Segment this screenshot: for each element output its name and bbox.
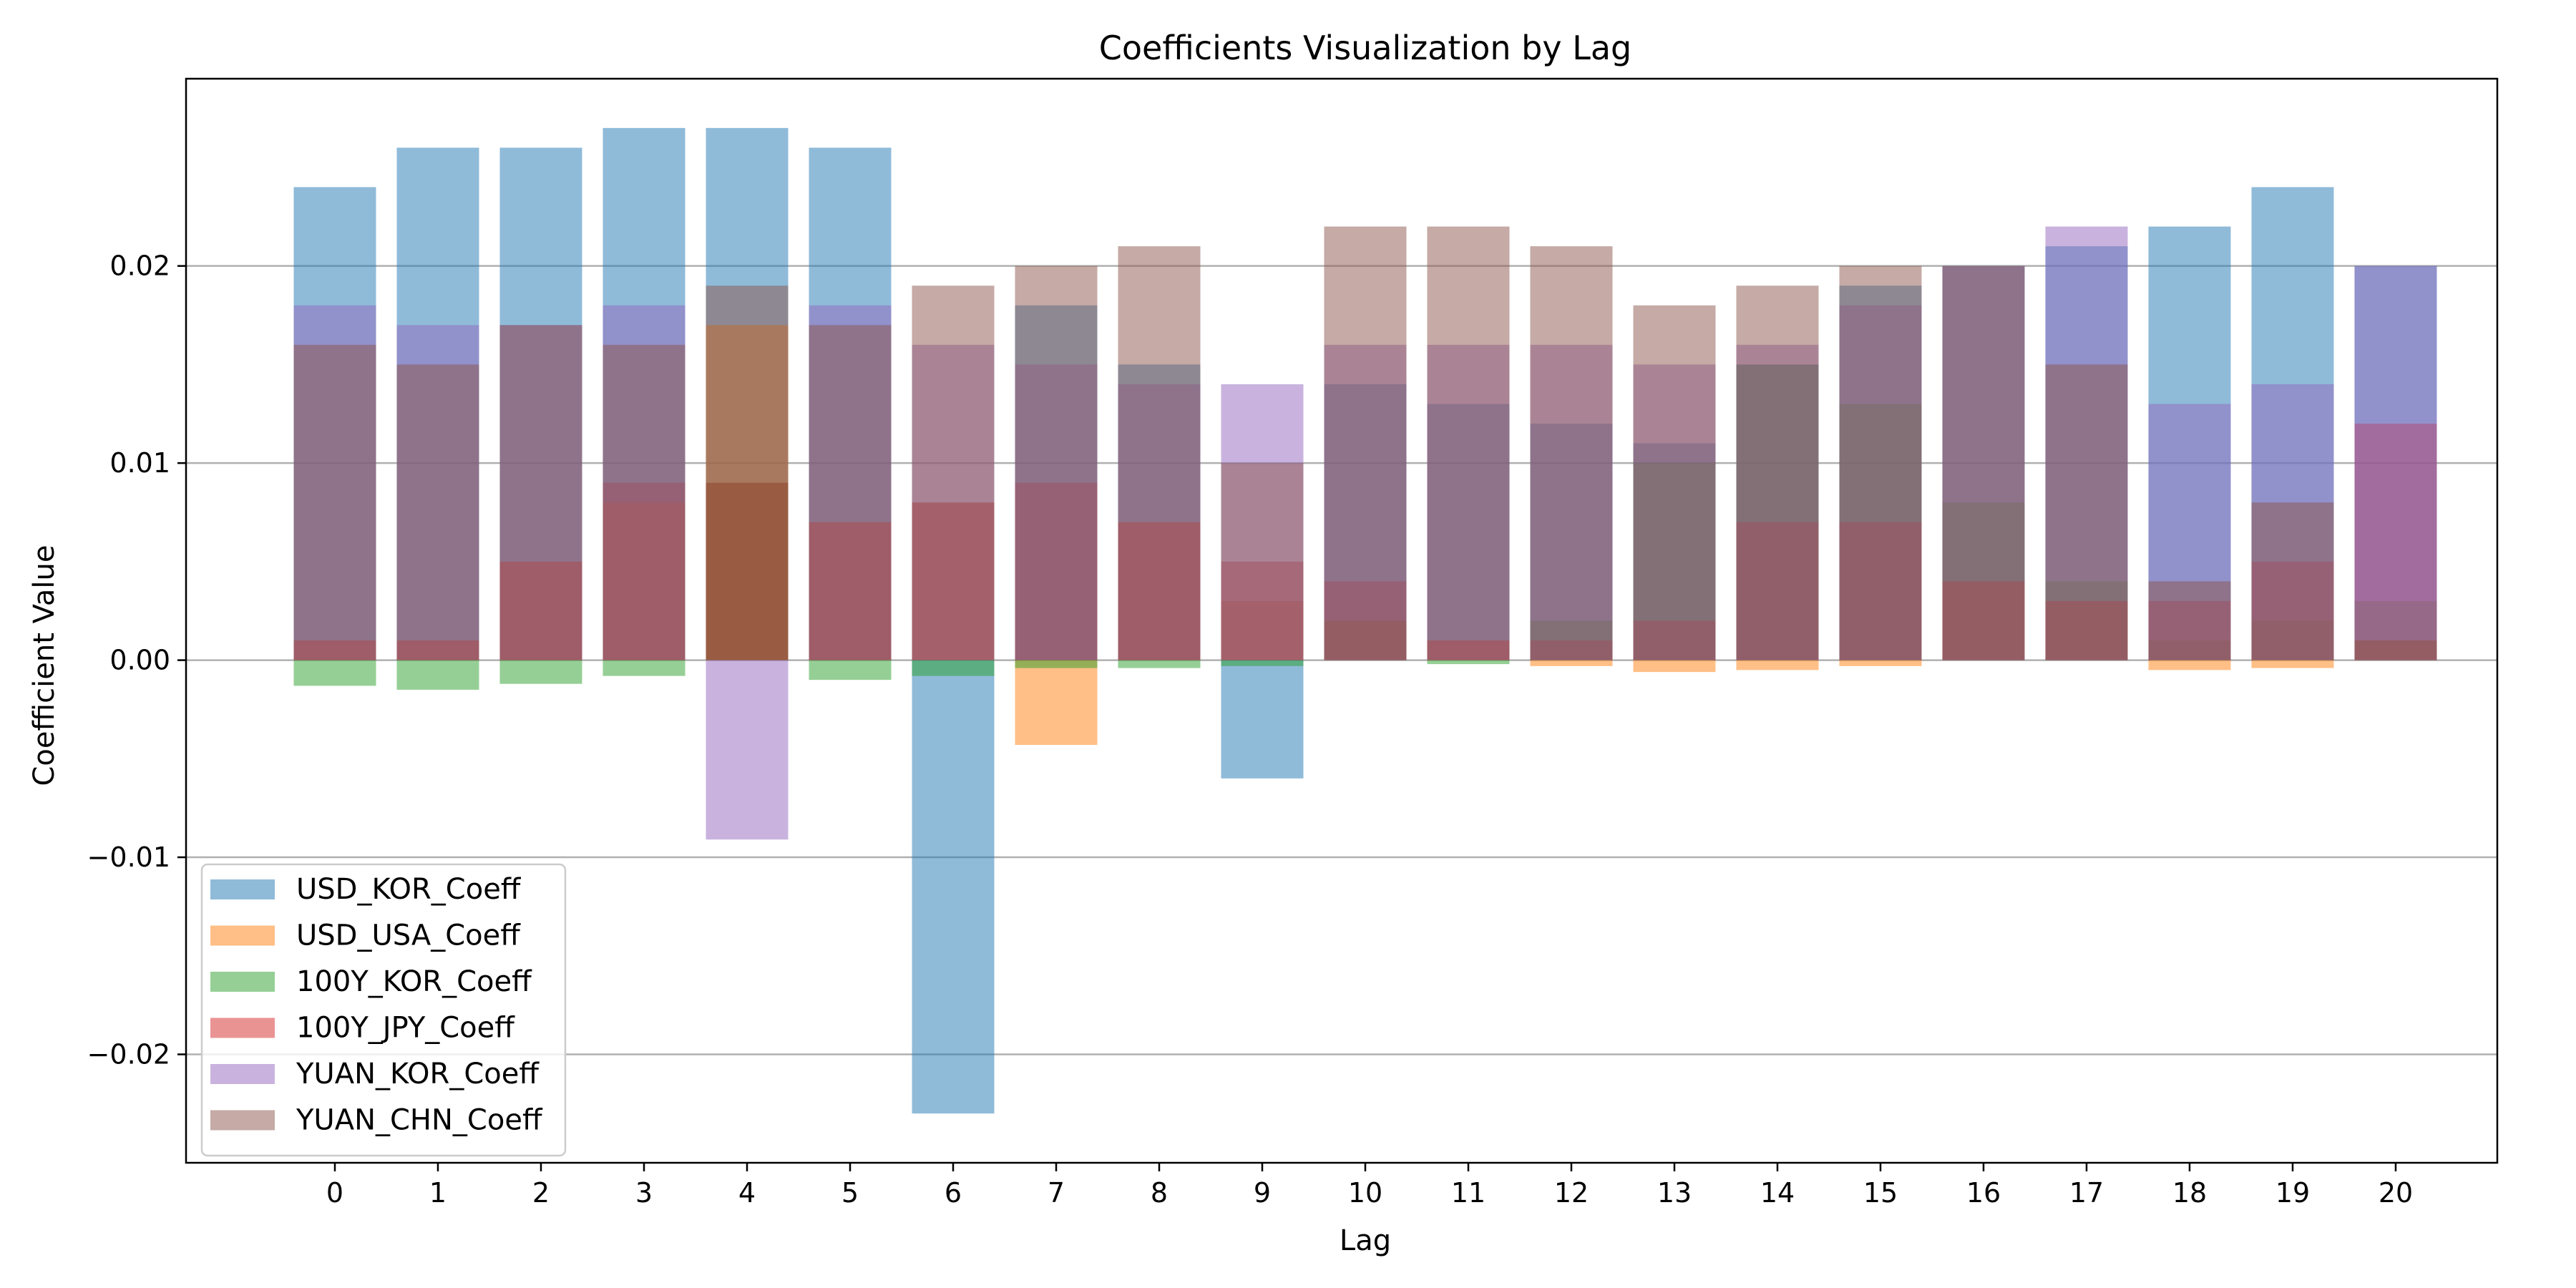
bar-usd-kor-coeff — [912, 660, 995, 1114]
x-tick-label: 13 — [1657, 1177, 1692, 1209]
x-tick-label: 3 — [635, 1177, 653, 1209]
bar-100y-kor-coeff — [1015, 660, 1098, 668]
x-tick-label: 16 — [1966, 1177, 2001, 1209]
legend: USD_KOR_Coeff USD_USA_Coeff 100Y_KOR_Coeff… — [200, 863, 567, 1157]
bar-yuan-chn-coeff — [1839, 265, 1922, 660]
bar-yuan-chn-coeff — [2148, 581, 2231, 660]
bar-yuan-chn-coeff — [1427, 226, 1510, 660]
bar-usd-usa-coeff — [1839, 660, 1922, 666]
y-tick-label: −0.02 — [87, 1039, 170, 1070]
x-tick-label: 9 — [1254, 1177, 1271, 1209]
x-tick-label: 6 — [945, 1177, 962, 1209]
bar-yuan-chn-coeff — [293, 344, 376, 660]
bar-100y-kor-coeff — [396, 660, 479, 690]
x-tick-label: 15 — [1863, 1177, 1898, 1209]
legend-swatch — [210, 972, 275, 992]
bar-100y-kor-coeff — [499, 660, 582, 684]
bar-yuan-chn-coeff — [912, 286, 995, 660]
x-tick-label: 2 — [532, 1177, 550, 1209]
bar-usd-usa-coeff — [1015, 660, 1098, 746]
chart-title: Coefficients Visualization by Lag — [1099, 29, 1631, 67]
bar-100y-kor-coeff — [602, 660, 686, 676]
bar-yuan-chn-coeff — [809, 325, 892, 660]
legend-label: USD_KOR_Coeff — [296, 873, 522, 906]
legend-label: 100Y_JPY_Coeff — [296, 1012, 515, 1045]
legend-label: YUAN_CHN_Coeff — [296, 1104, 543, 1137]
y-axis-ticks: −0.02 −0.01 0.00 0.01 0.02 — [87, 250, 186, 1070]
bar-usd-usa-coeff — [2148, 660, 2231, 670]
x-tick-label: 8 — [1151, 1177, 1168, 1209]
legend-box — [200, 863, 567, 1157]
y-tick-label: 0.01 — [109, 447, 170, 479]
legend-swatch — [210, 1018, 275, 1038]
bar-yuan-chn-coeff — [2251, 502, 2334, 660]
x-tick-label: 17 — [2069, 1177, 2104, 1209]
legend-swatch — [210, 879, 275, 899]
bar-100y-kor-coeff — [293, 660, 376, 686]
y-axis-label: Coefficient Value — [28, 545, 61, 786]
bar-yuan-chn-coeff — [1530, 246, 1613, 660]
x-tick-label: 19 — [2275, 1177, 2310, 1209]
bar-usd-usa-coeff — [1736, 660, 1819, 670]
x-tick-label: 11 — [1451, 1177, 1485, 1209]
x-tick-label: 4 — [738, 1177, 756, 1209]
bar-100y-kor-coeff — [912, 660, 995, 676]
bar-usd-usa-coeff — [1633, 660, 1716, 673]
x-tick-label: 10 — [1348, 1177, 1382, 1209]
bar-usd-kor-coeff — [1221, 660, 1304, 779]
bar-100y-kor-coeff — [809, 660, 892, 680]
x-tick-label: 7 — [1048, 1177, 1065, 1209]
bar-yuan-kor-coeff — [2354, 265, 2437, 660]
y-tick-label: 0.00 — [109, 645, 170, 676]
bar-100y-kor-coeff — [1427, 660, 1510, 665]
x-axis-ticks: 0 1 2 3 4 5 6 7 8 9 10 11 12 13 14 15 16 17 18 19 20 — [326, 1163, 2413, 1209]
bar-yuan-chn-coeff — [499, 325, 582, 660]
bar-yuan-chn-coeff — [602, 344, 686, 660]
plot-frame — [185, 77, 2499, 1164]
bar-usd-usa-coeff — [2251, 660, 2334, 668]
x-tick-label: 1 — [429, 1177, 447, 1209]
y-tick-label: 0.02 — [109, 250, 170, 282]
x-tick-label: 18 — [2172, 1177, 2207, 1209]
legend-label: YUAN_KOR_Coeff — [296, 1058, 540, 1091]
bar-yuan-kor-coeff — [706, 660, 789, 840]
legend-swatch — [210, 1064, 275, 1084]
bar-100y-kor-coeff — [1221, 660, 1304, 666]
bar-yuan-chn-coeff — [1324, 226, 1407, 660]
bar-yuan-chn-coeff — [1633, 305, 1716, 660]
x-tick-label: 5 — [841, 1177, 859, 1209]
bar-yuan-chn-coeff — [2045, 364, 2128, 660]
legend-swatch — [210, 925, 275, 946]
x-tick-label: 14 — [1760, 1177, 1795, 1209]
bar-100y-kor-coeff — [1118, 660, 1201, 668]
bar-yuan-chn-coeff — [396, 364, 479, 660]
y-tick-label: −0.01 — [87, 841, 170, 873]
bar-yuan-chn-coeff — [2354, 640, 2437, 660]
bar-yuan-chn-coeff — [706, 286, 789, 660]
legend-label: 100Y_KOR_Coeff — [296, 965, 532, 998]
x-tick-label: 12 — [1554, 1177, 1589, 1209]
legend-swatch — [210, 1110, 275, 1131]
bar-usd-usa-coeff — [1530, 660, 1613, 666]
bar-yuan-chn-coeff — [1942, 265, 2025, 660]
bar-yuan-chn-coeff — [1736, 286, 1819, 660]
bar-yuan-chn-coeff — [1221, 463, 1304, 660]
x-axis-label: Lag — [1340, 1224, 1391, 1257]
bar-yuan-chn-coeff — [1015, 265, 1098, 660]
legend-label: USD_USA_Coeff — [296, 919, 521, 952]
bars — [293, 127, 2437, 1114]
x-tick-label: 0 — [326, 1177, 343, 1209]
bar-yuan-chn-coeff — [1118, 246, 1201, 660]
x-tick-label: 20 — [2379, 1177, 2413, 1209]
